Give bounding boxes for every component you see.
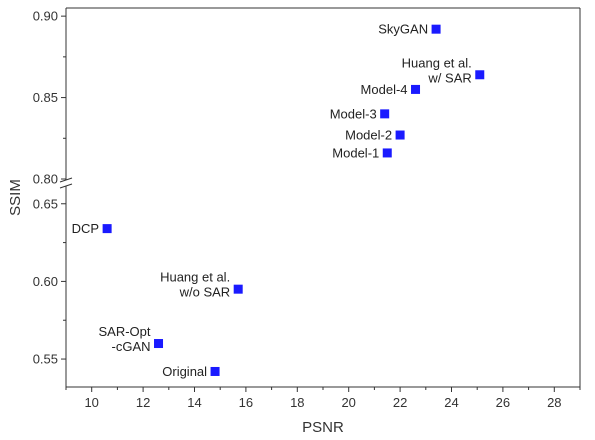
x-tick-label: 26 (496, 395, 510, 410)
scatter-point (395, 130, 405, 140)
point-label: w/o SAR (179, 285, 231, 300)
x-tick-label: 18 (290, 395, 304, 410)
x-tick-label: 10 (84, 395, 98, 410)
point-label: SkyGAN (378, 22, 428, 37)
scatter-point (382, 148, 392, 158)
point-label: w/ SAR (427, 70, 471, 85)
chart-points (102, 24, 485, 376)
scatter-point (475, 70, 485, 80)
x-tick-label: 12 (136, 395, 150, 410)
point-label: Model-3 (330, 106, 377, 121)
scatter-point (233, 284, 243, 294)
point-label: Model-1 (332, 145, 379, 160)
scatter-point (380, 109, 390, 119)
x-tick-label: 16 (239, 395, 253, 410)
scatter-point (102, 224, 112, 234)
x-axis-label: PSNR (302, 419, 344, 436)
y-tick-label: 0.65 (33, 196, 58, 211)
y-tick-label: 0.55 (33, 352, 58, 367)
point-label: Model-2 (345, 128, 392, 143)
y-tick-label: 0.90 (33, 9, 58, 24)
chart-ticks: 10 12 14 16 18 20 22 24 26 28 0.55 0.60 0.65 0.80 0.85… (33, 9, 581, 410)
x-tick-label: 28 (547, 395, 561, 410)
y-tick-label: 0.60 (33, 274, 58, 289)
scatter-point (431, 24, 441, 34)
point-label: Original (162, 364, 207, 379)
x-tick-label: 24 (444, 395, 458, 410)
y-axis-label: SSIM (7, 179, 24, 216)
point-label: Huang et al. (402, 55, 472, 70)
y-break-gap (60, 180, 72, 186)
y-tick-label: 0.85 (33, 90, 58, 105)
point-label: Model-4 (361, 82, 408, 97)
scatter-point (210, 366, 220, 376)
scatter-point (154, 339, 164, 349)
point-label: -cGAN (112, 339, 151, 354)
scatter-point (411, 84, 421, 94)
x-tick-label: 14 (187, 395, 201, 410)
x-tick-label: 22 (393, 395, 407, 410)
y-break-mark-lower (59, 183, 73, 189)
point-label: Huang et al. (160, 270, 230, 285)
point-label: SAR-Opt (99, 324, 151, 339)
y-break-mark-upper (59, 177, 73, 183)
y-tick-label: 0.80 (33, 172, 58, 187)
point-label: DCP (72, 221, 99, 236)
x-tick-label: 20 (341, 395, 355, 410)
